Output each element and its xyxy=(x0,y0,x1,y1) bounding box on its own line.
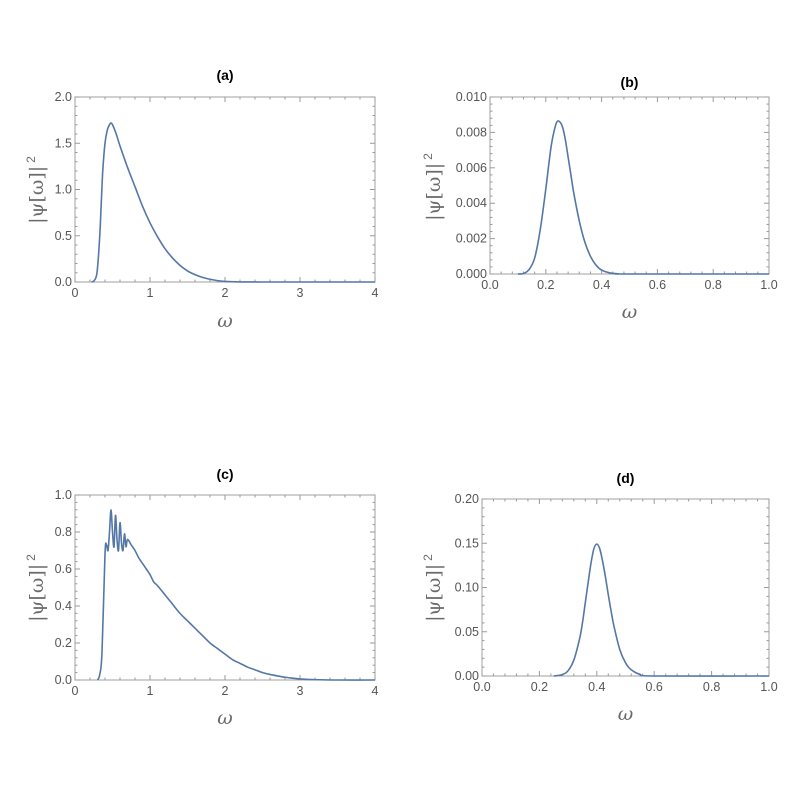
panel-b-y-tick-label: 0.002 xyxy=(456,232,487,246)
panel-c: (c) |ψ[ω]|2 ω 0 1 2 3 4 0.0 0.2 0.4 0.6 0.8 1.0 xyxy=(24,466,379,729)
panel-d-y-tick-label: 0.00 xyxy=(455,669,479,683)
panel-b-y-tick-label: 0.004 xyxy=(456,196,487,210)
panel-c-y-tick-label: 0.0 xyxy=(55,673,72,687)
panel-a-plot-frame xyxy=(74,96,376,283)
panel-c-x-tick-label: 1 xyxy=(147,684,154,698)
panel-d-y-tick-label: 0.20 xyxy=(455,492,479,506)
panel-c-xlabel: ω xyxy=(217,707,233,729)
panel-b: (b) |ψ[ω]|2 ω 0.0 0.2 0.4 0.6 0.8 1.0 0.000 0.0… xyxy=(421,74,778,323)
panel-a-x-tick-label: 1 xyxy=(147,286,154,300)
panel-b-title: (b) xyxy=(621,74,639,90)
panel-b-x-tick-label: 0.8 xyxy=(705,278,722,292)
panel-d-x-tick-label: 1.0 xyxy=(760,680,777,694)
panel-d-plot-frame xyxy=(481,498,770,677)
panel-b-x-tick-label: 0.2 xyxy=(537,278,554,292)
panel-c-title: (c) xyxy=(216,466,233,482)
panel-d-x-tick-label: 0.0 xyxy=(473,680,490,694)
panel-d-x-tick-label: 0.2 xyxy=(531,680,548,694)
panel-a-series-line xyxy=(91,122,375,283)
panel-b-series-line xyxy=(517,120,770,275)
panel-b-ylabel: |ψ[ω]|2 xyxy=(421,153,445,221)
panel-d-y-tick-label: 0.05 xyxy=(455,625,479,639)
panel-c-x-tick-label: 3 xyxy=(297,684,304,698)
panel-b-x-tick-label: 0.0 xyxy=(481,278,498,292)
panel-c-y-tick-label: 0.6 xyxy=(55,562,72,576)
panel-d-ylabel: |ψ[ω]|2 xyxy=(421,554,445,622)
panel-c-y-tick-label: 0.4 xyxy=(55,599,72,613)
panel-a-y-tick-label: 1.0 xyxy=(55,183,72,197)
panel-a-y-tick-label: 0.0 xyxy=(55,275,72,289)
panel-d-series-line xyxy=(553,543,770,677)
panel-a-x-tick-label: 3 xyxy=(297,286,304,300)
panel-c-x-tick-label: 0 xyxy=(72,684,79,698)
panel-c-y-tick-label: 0.8 xyxy=(55,525,72,539)
panel-a-title: (a) xyxy=(216,67,233,83)
panel-c-series-line xyxy=(96,509,376,681)
panel-a: (a) |ψ[ω]|2 ω 0 1 2 3 4 0.0 0.5 1.0 1.5 2.0 xyxy=(24,67,379,332)
panel-d-xlabel: ω xyxy=(618,703,634,725)
panel-b-x-tick-label: 0.6 xyxy=(649,278,666,292)
panel-c-ylabel: |ψ[ω]|2 xyxy=(24,554,48,622)
panel-a-y-tick-label: 1.5 xyxy=(55,136,72,150)
panel-d-y-tick-label: 0.10 xyxy=(455,581,479,595)
panel-d: (d) |ψ[ω]|2 ω 0.0 0.2 0.4 0.6 0.8 1.0 0.00 0.05… xyxy=(421,470,778,725)
panel-d-title: (d) xyxy=(617,470,635,486)
panel-a-xlabel: ω xyxy=(217,310,233,332)
panel-a-x-tick-label: 2 xyxy=(222,286,229,300)
panel-a-x-tick-label: 4 xyxy=(372,286,379,300)
panel-d-x-tick-label: 0.6 xyxy=(646,680,663,694)
panel-b-plot-frame xyxy=(489,96,770,275)
panel-c-x-tick-label: 2 xyxy=(222,684,229,698)
panel-a-y-tick-label: 0.5 xyxy=(55,229,72,243)
panel-c-x-tick-label: 4 xyxy=(372,684,379,698)
panel-c-y-tick-label: 1.0 xyxy=(55,488,72,502)
panel-b-y-tick-label: 0.006 xyxy=(456,161,487,175)
panel-b-y-tick-label: 0.008 xyxy=(456,125,487,139)
panel-b-x-tick-label: 0.4 xyxy=(593,278,610,292)
panel-d-x-tick-label: 0.4 xyxy=(588,680,605,694)
panel-d-y-tick-label: 0.15 xyxy=(455,536,479,550)
panel-a-y-tick-label: 2.0 xyxy=(55,90,72,104)
panel-d-x-tick-label: 0.8 xyxy=(703,680,720,694)
panel-a-ylabel: |ψ[ω]|2 xyxy=(24,156,48,224)
panel-a-x-tick-label: 0 xyxy=(72,286,79,300)
panel-b-x-tick-label: 1.0 xyxy=(760,278,777,292)
panel-c-y-tick-label: 0.2 xyxy=(55,636,72,650)
panel-b-xlabel: ω xyxy=(622,301,638,323)
panel-b-y-tick-label: 0.000 xyxy=(456,267,487,281)
panel-b-y-tick-label: 0.010 xyxy=(456,90,487,104)
